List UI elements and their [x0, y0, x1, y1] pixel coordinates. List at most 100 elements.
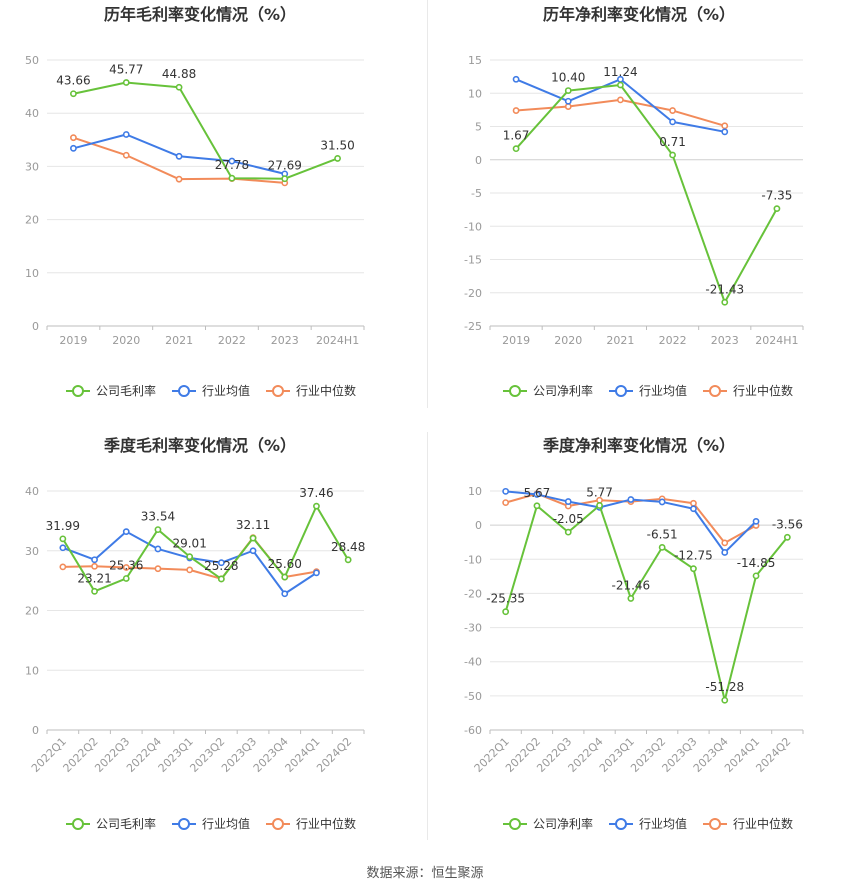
data-point-company — [658, 543, 666, 551]
data-point-avg — [752, 517, 760, 525]
data-point-median — [91, 562, 98, 570]
data-label: 28.48 — [331, 540, 365, 554]
legend-label: 行业均值 — [202, 816, 250, 831]
data-point-median — [59, 563, 67, 571]
data-point-company — [533, 502, 541, 510]
legend-swatch-marker — [709, 385, 721, 397]
legend-swatch-marker — [509, 385, 521, 397]
y-tick-label: -15 — [464, 254, 482, 267]
y-tick-label: -30 — [464, 622, 482, 635]
data-label: 27.69 — [268, 159, 302, 173]
x-tick-label: 2024H1 — [755, 334, 798, 347]
data-point-company — [122, 575, 130, 582]
data-label: 1.67 — [503, 129, 530, 143]
data-point-company — [70, 90, 77, 98]
y-tick-label: -5 — [471, 187, 482, 200]
legend-label: 公司净利率 — [533, 383, 593, 398]
x-tick-label: 2019 — [59, 334, 87, 347]
legend-swatch-marker — [272, 818, 284, 830]
y-tick-label: 5 — [475, 121, 482, 134]
chart-annual-net: 历年净利率变化情况（%） -25 -20 -15 -10 -5 0 5 10 15 2019 2020… — [464, 5, 804, 398]
chart-quarterly-net: 季度净利率变化情况（%）-60-50-40-30-20-100102022Q12… — [464, 436, 804, 831]
data-label: -6.51 — [647, 527, 678, 541]
legend-swatch-marker — [615, 818, 627, 830]
data-point-median — [122, 151, 130, 159]
data-point-company — [217, 575, 225, 583]
y-tick-label: 0 — [475, 154, 482, 167]
legend-item-avg: 行业均值 — [172, 816, 250, 831]
chart-title: 历年毛利率变化情况（%） — [104, 5, 296, 24]
y-tick-label: 10 — [25, 664, 39, 677]
data-point-company — [154, 526, 162, 533]
legend-item-company: 公司净利率 — [503, 383, 593, 398]
data-point-median — [186, 566, 194, 574]
data-point-median — [154, 565, 162, 573]
legend-item-avg: 行业均值 — [609, 816, 687, 831]
data-label: -21.46 — [612, 578, 651, 592]
data-point-company — [228, 174, 236, 182]
data-point-company — [721, 298, 729, 306]
data-point-avg — [533, 491, 541, 498]
data-label: -51.28 — [705, 680, 744, 694]
data-point-company — [122, 79, 130, 86]
data-point-company — [281, 175, 289, 183]
x-tick-label: 2021 — [606, 334, 634, 347]
data-point-avg — [669, 118, 676, 126]
y-tick-label: 40 — [25, 485, 39, 498]
chart-title: 季度毛利率变化情况（%） — [103, 436, 296, 455]
legend-swatch-marker — [615, 385, 627, 397]
data-label: -25.35 — [486, 592, 525, 606]
data-label: 5.77 — [586, 485, 613, 499]
legend-label: 行业均值 — [202, 383, 250, 398]
data-point-median — [690, 499, 697, 507]
y-tick-label: -20 — [464, 587, 482, 600]
x-tick-label: 2023 — [271, 334, 299, 347]
y-tick-label: -10 — [464, 220, 482, 233]
data-point-avg — [564, 498, 572, 505]
data-point-median — [721, 539, 729, 547]
chart-title: 历年净利率变化情况（%） — [543, 5, 735, 24]
legend-swatch-marker — [509, 818, 521, 830]
vertical-divider — [427, 0, 428, 408]
data-label: 10.40 — [551, 71, 585, 85]
series-line-company — [61, 505, 350, 593]
chart-quarterly-gross: 季度毛利率变化情况（%）0102030402022Q12022Q22022Q32… — [25, 436, 365, 831]
data-point-company — [313, 502, 320, 510]
legend-swatch-marker — [178, 818, 190, 830]
data-point-avg — [627, 496, 635, 503]
data-point-avg — [122, 528, 130, 536]
y-tick-label: 0 — [32, 320, 39, 333]
legend-label: 公司毛利率 — [96, 383, 156, 398]
data-point-company — [175, 83, 183, 91]
data-point-avg — [122, 131, 130, 138]
data-point-avg — [313, 569, 320, 577]
data-label: 32.11 — [236, 518, 270, 532]
series-line-company — [504, 504, 789, 702]
data-label: 43.66 — [56, 74, 90, 88]
chart-legend: 公司净利率 行业均值 行业中位数 — [503, 816, 793, 831]
data-label: -3.56 — [772, 517, 803, 531]
data-label: 25.60 — [268, 557, 302, 571]
data-label: 27.78 — [215, 158, 249, 172]
y-tick-label: 20 — [25, 214, 39, 227]
x-tick-label: 2024H1 — [316, 334, 359, 347]
data-point-company — [596, 502, 603, 509]
data-point-company — [564, 87, 572, 94]
data-point-median — [669, 107, 676, 114]
x-tick-label: 2024Q2 — [314, 735, 354, 775]
legend-label: 公司净利率 — [533, 816, 593, 831]
legend-swatch-marker — [72, 385, 84, 397]
data-point-avg — [502, 487, 510, 495]
data-point-company — [249, 534, 257, 542]
data-label: -14.85 — [737, 556, 776, 570]
data-point-median — [617, 96, 624, 104]
data-label: 44.88 — [162, 67, 196, 81]
data-label: 23.21 — [77, 571, 111, 585]
legend-label: 行业中位数 — [296, 816, 356, 831]
y-tick-label: 0 — [32, 724, 39, 737]
data-label: 11.24 — [603, 65, 637, 79]
legend-item-median: 行业中位数 — [266, 816, 356, 831]
legend-item-company: 公司毛利率 — [66, 383, 156, 398]
data-point-company — [344, 556, 352, 564]
